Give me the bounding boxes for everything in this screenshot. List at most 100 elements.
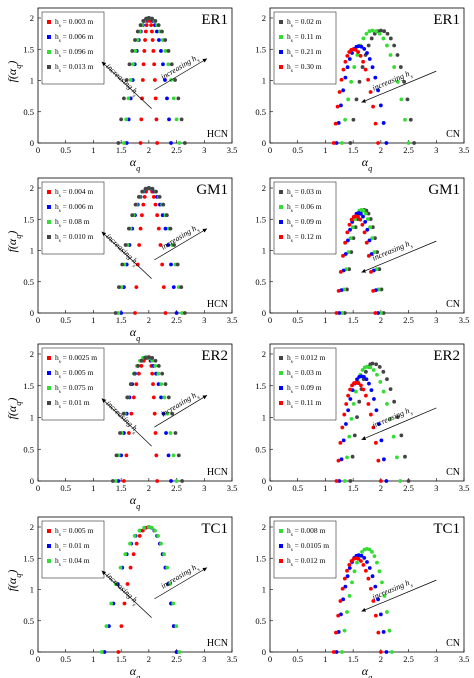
data-point [126, 96, 131, 101]
data-point [408, 117, 413, 122]
data-point [369, 36, 374, 41]
y-tick-label: 0 [262, 138, 266, 148]
data-point [153, 19, 158, 23]
data-point [182, 311, 187, 315]
data-point [130, 213, 135, 218]
data-point [161, 62, 165, 67]
data-point [134, 382, 139, 387]
x-tick-label: 0 [268, 654, 272, 664]
y-tick-label: 1 [30, 246, 34, 256]
data-point [373, 584, 378, 589]
y-tick-label: 1 [30, 413, 34, 423]
legend-entry: hs = 0.04 m [55, 556, 90, 568]
data-point [355, 415, 359, 420]
data-point [159, 382, 164, 387]
data-point [361, 208, 366, 213]
y-tick-label: 1 [30, 585, 34, 595]
data-point [163, 78, 167, 82]
data-point [119, 311, 124, 315]
data-point [365, 51, 369, 55]
data-point [167, 117, 171, 122]
data-point [102, 650, 107, 654]
data-point [134, 285, 139, 290]
y-tick-label: 1.5 [255, 214, 266, 224]
data-point [363, 568, 368, 573]
x-tick-label: 2 [379, 145, 383, 155]
series-0 [340, 546, 394, 654]
data-point [376, 458, 381, 463]
arrow-label: increasing hs [371, 577, 414, 604]
data-point [382, 457, 386, 462]
data-point [142, 49, 147, 53]
data-point [352, 569, 357, 574]
legend-marker [47, 205, 51, 209]
arrow-label: increasing hs [102, 399, 140, 436]
y-tick-label: 0.5 [23, 444, 34, 454]
data-point [160, 262, 165, 267]
data-point [138, 23, 143, 28]
arrow-right [154, 394, 208, 428]
data-point [355, 377, 359, 382]
x-tick-label: 0.5 [292, 145, 303, 155]
data-point [347, 267, 352, 272]
data-point [146, 355, 151, 360]
x-tick-label: 3.5 [459, 145, 470, 155]
arrow-label: increasing hs [371, 68, 414, 95]
data-point [372, 554, 377, 559]
data-point [348, 141, 353, 145]
data-point [367, 566, 372, 570]
data-point [171, 601, 176, 606]
data-point [349, 416, 354, 421]
series-3 [110, 355, 185, 483]
data-point [337, 90, 342, 94]
data-point [377, 422, 381, 426]
x-tick-label: 2.5 [171, 483, 182, 493]
data-point [360, 549, 364, 554]
legend-entry: hs = 0.013 m [55, 62, 94, 74]
data-point [398, 479, 403, 483]
series-2 [337, 374, 389, 483]
x-tick-label: 2 [379, 315, 383, 325]
series-0 [348, 361, 411, 483]
legend-marker [47, 235, 51, 239]
data-point [143, 186, 148, 191]
data-point [381, 389, 386, 394]
data-point [344, 402, 349, 406]
x-tick-label: 1.5 [116, 654, 127, 664]
data-point [342, 479, 347, 483]
series-1 [102, 525, 179, 654]
panel-er2-cn: 0 0.5 1 1.5 2 2.5 3 3.5 0 0.5 1 1.5 2 ER2 CN hs = 0.012… [255, 343, 469, 493]
arrow-right [154, 58, 208, 91]
data-point [347, 434, 352, 439]
data-point [384, 479, 389, 483]
data-point [132, 371, 137, 376]
y-tick-label: 1.5 [23, 214, 34, 224]
legend-entry: hs = 0.09 m [287, 383, 322, 395]
panel-title: ER2 [433, 348, 460, 364]
data-point [385, 401, 389, 406]
data-point [166, 453, 171, 458]
y-tick-label: 0 [30, 647, 34, 657]
data-point [174, 311, 179, 315]
data-point [346, 408, 351, 413]
legend-entry: hs = 0.012 m [287, 353, 326, 365]
data-point [176, 96, 181, 101]
data-point [139, 358, 144, 363]
arrow-left [101, 398, 152, 447]
data-point [382, 29, 387, 34]
x-tick-label: 3.5 [459, 654, 470, 664]
data-point [138, 226, 143, 231]
data-point [353, 225, 358, 230]
data-point [165, 565, 170, 570]
data-point [166, 243, 171, 247]
x-tick-label: 2.5 [403, 483, 414, 493]
x-tick-label: 3 [434, 145, 438, 155]
data-point [344, 422, 348, 426]
data-point [130, 49, 135, 53]
data-point [339, 457, 344, 462]
data-point [406, 141, 411, 145]
data-point [169, 262, 173, 267]
data-point [156, 382, 161, 387]
x-tick-label: 0.5 [60, 145, 71, 155]
